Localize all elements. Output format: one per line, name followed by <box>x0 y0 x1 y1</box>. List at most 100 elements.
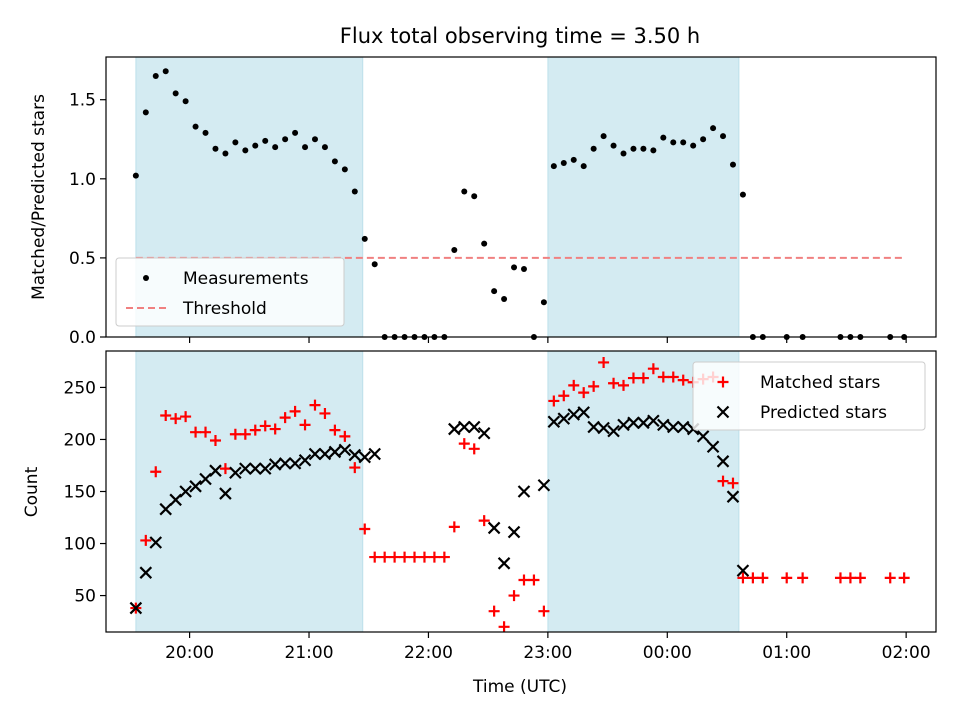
data-point <box>229 428 241 440</box>
data-point <box>477 426 491 440</box>
data-point <box>547 415 561 429</box>
x-tick-label: 20:00 <box>165 643 214 663</box>
data-point <box>854 572 866 584</box>
data-point <box>640 145 647 152</box>
shaded-interval <box>547 56 740 338</box>
data-point <box>548 395 560 407</box>
data-point <box>129 601 143 615</box>
data-point <box>478 515 490 527</box>
data-point <box>627 372 639 384</box>
data-point <box>232 139 239 146</box>
data-point <box>657 418 670 432</box>
data-point <box>676 420 690 434</box>
data-point <box>209 464 222 477</box>
data-point <box>710 125 717 132</box>
data-point <box>727 477 739 489</box>
plot-frame <box>105 56 937 338</box>
data-point <box>511 264 518 271</box>
data-point <box>666 420 680 434</box>
data-point <box>716 455 730 468</box>
data-point <box>518 574 530 586</box>
data-point <box>368 447 381 461</box>
data-point <box>610 142 617 149</box>
y-axis-label-bottom: Count <box>22 466 42 517</box>
data-point <box>501 296 508 303</box>
data-point <box>339 430 351 442</box>
data-point <box>140 534 152 546</box>
data-point <box>884 572 896 584</box>
data-point <box>647 414 660 428</box>
data-point <box>726 490 740 503</box>
data-point <box>517 485 531 498</box>
data-point <box>587 420 600 434</box>
y-tick-label: 0.0 <box>69 328 96 348</box>
data-point <box>448 521 460 533</box>
data-point <box>202 129 209 136</box>
legend-label: Matched stars <box>760 373 880 393</box>
data-point <box>580 163 587 170</box>
data-point <box>361 235 368 242</box>
data-point <box>199 472 212 486</box>
x-axis-label: Time (UTC) <box>472 677 567 697</box>
data-point <box>448 422 461 436</box>
data-point <box>737 572 749 584</box>
data-point <box>338 443 352 457</box>
data-point <box>379 551 391 563</box>
data-point <box>331 158 338 165</box>
data-point <box>152 72 159 79</box>
data-point <box>302 144 309 151</box>
data-point <box>457 420 471 434</box>
data-point <box>328 445 342 459</box>
data-point <box>389 551 401 563</box>
legend-box <box>692 361 926 431</box>
data-point <box>258 462 272 475</box>
data-point <box>160 410 172 422</box>
data-point <box>844 572 856 584</box>
data-point <box>371 261 378 268</box>
data-point <box>269 423 281 435</box>
data-point <box>481 240 488 247</box>
y-tick-label: 150 <box>64 483 96 503</box>
data-point <box>488 605 500 617</box>
data-point <box>292 129 299 136</box>
data-point <box>200 426 212 438</box>
data-point <box>557 412 571 425</box>
x-tick-label: 01:00 <box>762 643 811 663</box>
y-tick-label: 1.5 <box>69 91 96 111</box>
data-point <box>781 572 793 584</box>
data-point <box>249 462 262 475</box>
data-point <box>150 466 162 478</box>
data-point <box>558 390 570 402</box>
data-point <box>190 426 202 438</box>
data-point <box>537 478 551 492</box>
data-point <box>311 136 318 143</box>
y-tick-label: 50 <box>74 587 96 607</box>
data-point <box>182 98 189 105</box>
data-point <box>399 551 411 563</box>
data-point <box>538 605 550 617</box>
data-point <box>169 493 182 507</box>
data-point <box>139 566 153 579</box>
data-point <box>588 380 600 392</box>
data-point <box>467 420 481 434</box>
data-point <box>348 448 362 462</box>
data-point <box>409 551 421 563</box>
data-point <box>487 521 501 535</box>
data-point <box>600 133 607 140</box>
data-point <box>309 399 321 411</box>
data-point <box>670 139 677 146</box>
data-point <box>834 572 846 584</box>
data-point <box>898 572 910 584</box>
data-point <box>567 408 581 421</box>
data-point <box>299 419 311 431</box>
y-tick-label: 1.0 <box>69 170 96 190</box>
data-point <box>298 454 312 467</box>
x-tick-label: 23:00 <box>523 643 572 663</box>
data-point <box>268 458 282 471</box>
data-point <box>508 590 520 602</box>
y-tick-label: 0.5 <box>69 249 96 269</box>
data-point <box>239 428 251 440</box>
data-point <box>351 188 358 195</box>
data-point <box>578 387 590 399</box>
